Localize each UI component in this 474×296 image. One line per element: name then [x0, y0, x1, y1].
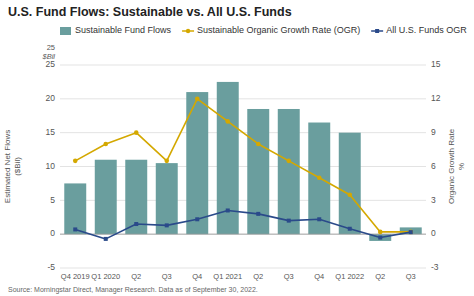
marker — [256, 142, 261, 147]
bar — [125, 160, 147, 234]
marker — [317, 217, 321, 221]
legend-swatch — [60, 27, 71, 35]
grid-line — [60, 65, 426, 66]
y2-tick-label: 9 — [431, 127, 436, 137]
x-tick-label: Q1 2020 — [91, 272, 120, 281]
y2-tick-label: 0 — [431, 228, 436, 238]
legend-marker — [375, 29, 379, 33]
annotation: 25 — [47, 43, 55, 52]
y-axis-label-line: Estimated Net Flows — [3, 130, 12, 203]
source: Source: Morningstar Direct, Manager Rese… — [8, 286, 258, 294]
y-tick-label: 10 — [46, 161, 56, 171]
x-tick-label: Q4 2019 — [61, 272, 90, 281]
y2-axis-label-line: % — [457, 163, 466, 170]
x-tick-label: Q4 — [314, 272, 324, 281]
bar — [278, 109, 300, 234]
x-axis: Q4 2019Q1 2020 Q2 Q3 Q4 Q1 2021 Q2 Q3 Q4 Q1 2022… — [61, 272, 416, 281]
chart: U.S. Fund Flows: Sustainable vs. All U.S… — [0, 0, 474, 296]
marker — [317, 175, 322, 180]
legend-marker — [186, 29, 190, 33]
marker — [104, 237, 108, 241]
y2-tick-label: 15 — [431, 59, 441, 69]
y-axis-label-line: ($Bil) — [13, 157, 22, 176]
x-tick-label: Q2 — [375, 272, 385, 281]
marker — [408, 230, 413, 235]
legend-label: Sustainable Fund Flows — [75, 25, 172, 35]
y-axis: -50510152025 — [46, 59, 56, 272]
marker — [164, 159, 169, 164]
title: U.S. Fund Flows: Sustainable vs. All U.S… — [8, 5, 292, 19]
grid — [60, 65, 426, 268]
marker — [378, 230, 383, 235]
plot-area — [60, 82, 426, 241]
x-tick-label: Q3 — [284, 272, 294, 281]
legend-label: All U.S. Funds OGR — [386, 25, 467, 35]
line — [75, 210, 411, 238]
x-tick-label: Q2 — [131, 272, 141, 281]
y-tick-label: -5 — [47, 262, 55, 272]
marker — [195, 217, 199, 221]
marker — [73, 227, 77, 231]
x-tick-label: Q3 — [162, 272, 172, 281]
marker — [165, 223, 169, 227]
y2-axis-label: Organic Growth Rate% — [447, 128, 466, 204]
legend-item: Sustainable Fund Flows — [60, 25, 172, 35]
x-tick-label: Q4 — [192, 272, 202, 281]
grid-line — [60, 98, 426, 99]
y2-axis-label-line: Organic Growth Rate — [447, 128, 456, 204]
marker — [103, 142, 108, 147]
grid-line — [60, 268, 426, 269]
marker — [225, 119, 230, 124]
legend-label: Sustainable Organic Growth Rate (OGR) — [197, 25, 360, 35]
marker — [287, 219, 291, 223]
y2-tick-label: -3 — [431, 262, 439, 272]
legend-item: Sustainable Organic Growth Rate (OGR) — [182, 25, 360, 35]
y-tick-label: 5 — [50, 195, 55, 205]
y-tick-label: 15 — [46, 127, 56, 137]
marker — [348, 227, 352, 231]
bar — [64, 183, 86, 234]
marker — [286, 159, 291, 164]
y2-axis: -3 0 3 6 9 12 15 — [431, 59, 441, 272]
bar — [308, 123, 330, 235]
y-tick-label: 0 — [50, 228, 55, 238]
y2-tick-label: 12 — [431, 93, 441, 103]
x-tick-label: Q2 — [253, 272, 263, 281]
x-tick-label: Q1 2021 — [213, 272, 242, 281]
x-tick-label: Q1 2022 — [335, 272, 364, 281]
marker — [73, 159, 78, 164]
marker — [226, 208, 230, 212]
bar — [95, 160, 117, 234]
bar — [339, 133, 361, 235]
annotation: $Bil — [41, 52, 55, 61]
marker — [347, 192, 352, 197]
x-tick-label: Q3 — [406, 272, 416, 281]
marker — [195, 97, 200, 102]
y-axis-label: Estimated Net Flows($Bil) — [3, 130, 22, 203]
y-tick-label: 20 — [46, 93, 56, 103]
y2-tick-label: 3 — [431, 195, 436, 205]
legend: Sustainable Fund Flows Sustainable Organi… — [60, 25, 467, 35]
y2-tick-label: 6 — [431, 161, 436, 171]
marker — [134, 130, 139, 135]
marker — [378, 236, 382, 240]
marker — [409, 230, 413, 234]
marker — [134, 222, 138, 226]
marker — [256, 212, 260, 216]
legend-item: All U.S. Funds OGR — [371, 25, 467, 35]
